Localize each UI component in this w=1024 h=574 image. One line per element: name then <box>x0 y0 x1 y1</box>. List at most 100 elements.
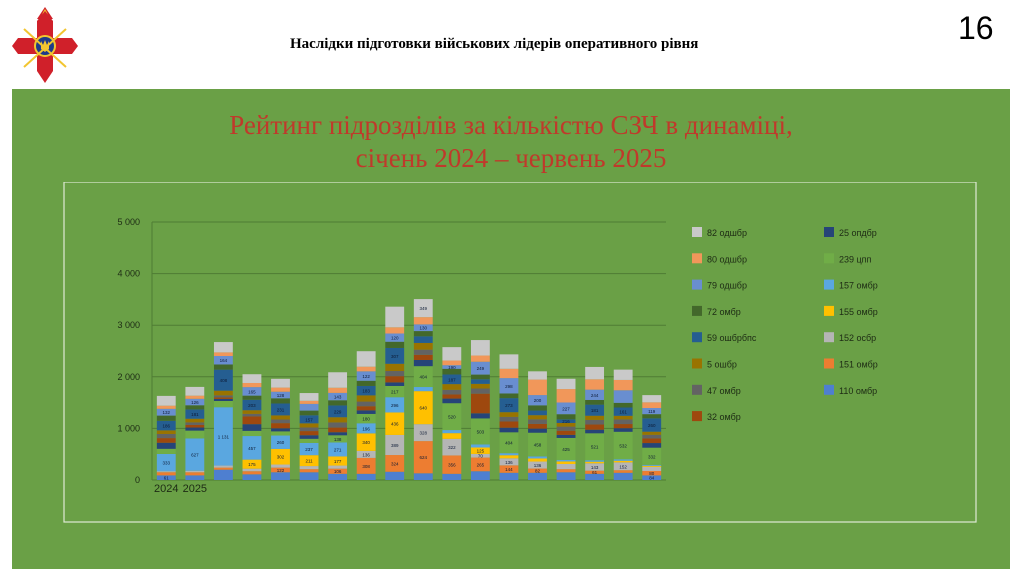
data-label: 177 <box>334 459 342 464</box>
bar-segment <box>385 471 405 480</box>
bar-segment <box>271 387 290 392</box>
bar-segment <box>185 422 205 425</box>
bar-segment <box>528 456 547 459</box>
bar-segment <box>356 410 376 414</box>
legend-label: 155 омбр <box>839 307 878 317</box>
bar-segment <box>271 464 290 468</box>
bar-segment <box>356 371 376 381</box>
bar-segment <box>556 472 576 480</box>
bar-segment <box>413 366 433 388</box>
legend-swatch <box>824 384 834 395</box>
bar-segment <box>213 407 233 466</box>
bar-segment <box>271 378 290 388</box>
legend-label: 157 омбр <box>839 281 878 291</box>
bar-segment <box>156 448 176 454</box>
bar-segment <box>356 433 376 451</box>
data-label: 404 <box>420 375 428 380</box>
bar-segment <box>585 470 605 474</box>
data-label: 624 <box>420 455 428 460</box>
bar-segment <box>213 352 233 357</box>
bar-segment <box>470 418 490 445</box>
bar-segment <box>642 431 662 435</box>
bar-segment <box>185 395 205 399</box>
bar-segment <box>299 393 319 401</box>
bar-segment <box>413 473 433 480</box>
bar-segment <box>242 436 262 460</box>
bar-segment <box>470 471 490 480</box>
bar-segment <box>385 327 405 334</box>
bar-segment <box>185 418 205 423</box>
bar-segment <box>156 408 176 416</box>
bar-segment <box>328 427 348 433</box>
bar-segment <box>442 384 462 390</box>
data-label: 144 <box>505 467 513 472</box>
bar-segment <box>556 419 576 423</box>
data-label: 180 <box>362 417 370 422</box>
legend-label: 151 омбр <box>839 360 878 370</box>
bar-segment <box>328 473 348 480</box>
data-label: 61 <box>592 470 598 475</box>
bar-segment <box>156 420 176 431</box>
bar-segment <box>442 403 462 431</box>
bar-segment <box>185 398 205 406</box>
bar-segment <box>385 371 405 377</box>
data-label: 136 <box>534 463 542 468</box>
data-label: 307 <box>391 354 399 359</box>
bar-segment <box>328 422 348 428</box>
data-label: 227 <box>562 406 570 411</box>
bar-segment <box>499 472 519 480</box>
bar-segment <box>585 463 605 471</box>
data-label: 260 <box>277 440 285 445</box>
legend-label: 5 ошбр <box>707 360 737 370</box>
bar-segment <box>328 465 348 469</box>
bar-segment <box>156 471 176 473</box>
data-label: 229 <box>334 409 342 414</box>
legend-swatch <box>824 227 834 237</box>
bar-segment <box>356 366 376 372</box>
bar-segment <box>385 382 405 386</box>
slide-title: Наслідки підготовки військових лідерів о… <box>290 36 699 52</box>
military-cross-emblem-icon <box>12 7 78 83</box>
bar-segment <box>156 395 176 406</box>
data-label: 200 <box>534 398 542 403</box>
bar-segment <box>385 434 405 456</box>
data-label: 237 <box>305 447 313 452</box>
bar-segment <box>213 401 233 408</box>
bar-segment <box>499 354 519 369</box>
data-label: 640 <box>420 406 428 411</box>
data-label: 521 <box>591 445 599 450</box>
data-label: 332 <box>648 454 656 459</box>
bar-segment <box>442 360 462 366</box>
legend-label: 32 омбр <box>707 412 741 422</box>
data-label: 260 <box>648 423 656 428</box>
bar-segment <box>271 419 290 424</box>
bar-segment <box>613 424 633 429</box>
bar-segment <box>413 359 433 367</box>
bar-segment <box>328 372 348 388</box>
bar-segment <box>356 450 376 458</box>
bar-segment <box>413 391 433 425</box>
data-label: 130 <box>420 326 428 331</box>
bar-segment <box>242 399 262 411</box>
bar-segment <box>499 465 519 473</box>
bar-segment <box>585 366 605 380</box>
data-label: 80 <box>649 471 655 476</box>
bar-segment <box>556 414 576 420</box>
bar-segment <box>642 443 662 448</box>
bar-segment <box>470 361 490 375</box>
bar-segment <box>413 317 433 325</box>
legend-swatch <box>692 332 702 343</box>
data-label: 457 <box>248 446 256 451</box>
data-label: 389 <box>391 443 399 448</box>
data-label: 425 <box>562 447 570 452</box>
bar-segment <box>528 432 547 457</box>
legend-swatch <box>692 411 702 422</box>
page-number: 16 <box>958 10 994 46</box>
bar-segment <box>642 465 662 467</box>
data-label: 356 <box>448 463 456 468</box>
bar-segment <box>385 341 405 348</box>
bar-segment <box>528 371 547 380</box>
legend-label: 59 ошбрбпс <box>707 333 757 343</box>
legend-swatch <box>824 305 834 316</box>
bar-segment <box>385 385 405 398</box>
